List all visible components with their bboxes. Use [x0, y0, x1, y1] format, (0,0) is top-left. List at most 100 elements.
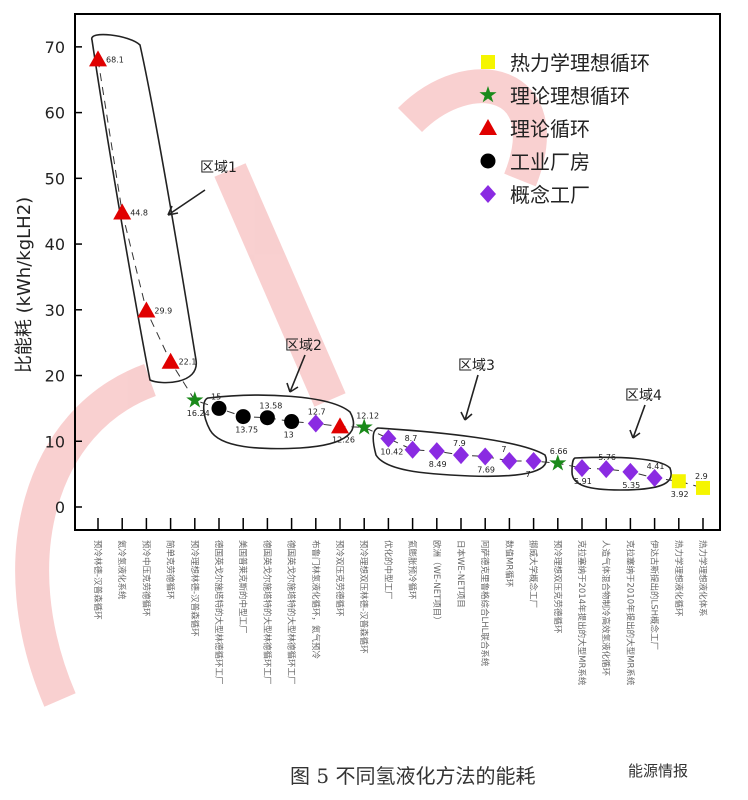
- x-tick-label: 简单克劳德循环: [165, 540, 176, 600]
- data-label: 5.76: [598, 453, 616, 462]
- data-point: [696, 480, 710, 495]
- data-label: 10.42: [380, 448, 403, 457]
- x-tick-label: 预冷理想双压林德-汉普森循环: [358, 540, 369, 654]
- x-tick-label: 布鲁门林氢液化循环，氦气预冷: [310, 540, 321, 660]
- data-label: 44.8: [130, 209, 148, 218]
- data-point: [137, 301, 156, 318]
- logo-text: 能源情报: [628, 762, 689, 780]
- legend-marker: [479, 119, 497, 135]
- data-point: [331, 417, 349, 434]
- y-tick-label: 0: [55, 498, 65, 517]
- x-tick-label: 预冷中压克劳德循环: [140, 540, 151, 617]
- data-point: [501, 451, 518, 470]
- y-tick-label: 20: [45, 367, 65, 386]
- data-point: [404, 440, 421, 459]
- data-point: [574, 459, 590, 478]
- data-point: [671, 474, 686, 489]
- data-point: [89, 50, 107, 67]
- x-tick-label: 阿萨德克里鲁格综合LHL联合系统: [479, 540, 490, 667]
- x-tick-label: 氦膨胀预冷循环: [407, 540, 418, 600]
- data-point: [113, 203, 132, 220]
- region-3-outline: [372, 427, 548, 478]
- series-line: [97, 59, 704, 489]
- region-2-arrow: [286, 354, 306, 393]
- region-1-arrow: [167, 189, 206, 216]
- x-tick-label: 数值MR循环: [503, 540, 514, 588]
- legend-entry: 工业厂房: [510, 150, 590, 174]
- figure-caption: 图 5 不同氢液化方法的能耗: [290, 764, 536, 788]
- region-1-label: 区域1: [200, 160, 237, 176]
- x-tick-label: 克拉塞纳于2014年提出的大型MR系统: [576, 540, 587, 686]
- data-label: 68.1: [106, 55, 124, 64]
- watermark: [15, 69, 547, 707]
- data-point: [259, 410, 275, 426]
- data-label: 7.69: [477, 465, 495, 474]
- data-label: 7: [526, 470, 531, 479]
- data-label: 8.7: [405, 434, 418, 443]
- data-point: [453, 446, 469, 465]
- legend-marker: [480, 185, 496, 203]
- x-tick-label: 伊达古斯提出的LSH概念工厂: [649, 540, 660, 650]
- data-point: [646, 469, 663, 488]
- data-label: 12.12: [356, 411, 379, 420]
- x-tick-label: 德国英戈尔施塔特的大型林德循环工厂: [286, 540, 297, 685]
- data-label: 13.75: [235, 426, 258, 435]
- region-3-arrow: [460, 374, 479, 421]
- x-tick-label: 热力学理想液化循环: [673, 540, 684, 617]
- x-tick-label: 氦冷氢液化系统: [116, 540, 127, 600]
- data-label: 5.35: [622, 481, 640, 490]
- x-tick-label: 美国普莱克斯的中型工厂: [237, 540, 248, 634]
- x-tick-label: 日本WE-NET项目: [455, 540, 466, 608]
- region-4-label: 区域4: [625, 388, 662, 404]
- data-label: 8.49: [429, 460, 447, 469]
- data-point: [186, 391, 204, 408]
- data-label: 3.92: [671, 490, 689, 499]
- data-point: [211, 400, 227, 416]
- data-point: [549, 454, 567, 471]
- data-point: [598, 460, 615, 479]
- x-tick-label: 预冷理想双压克劳德循环: [552, 540, 563, 634]
- legend-entry: 理论循环: [510, 117, 590, 141]
- data-point: [284, 414, 300, 430]
- data-point: [622, 462, 639, 481]
- x-tick-label: 德国英戈尔施塔特的大型林德循环工厂: [213, 540, 224, 685]
- data-label: 4.41: [647, 462, 665, 471]
- region-4-arrow: [629, 404, 646, 439]
- region-2-outline: [202, 394, 355, 450]
- y-axis-label: 比能耗 (kWh/kgLH2): [14, 197, 35, 373]
- data-label: 22.1: [179, 358, 197, 367]
- data-label: 6.66: [550, 447, 568, 456]
- data-point: [428, 442, 445, 461]
- x-tick-label: 克拉塞纳于2010年提出的大型MR系统: [624, 540, 635, 686]
- x-tick-label: 人造气体混合物制冷高效氢液化循环: [600, 540, 611, 677]
- legend-marker: [481, 55, 495, 69]
- y-tick-label: 40: [45, 235, 65, 254]
- x-tick-label: 德国英戈尔施塔特的大型林德循环工厂: [261, 540, 272, 685]
- data-point: [355, 418, 373, 435]
- y-tick-label: 30: [45, 301, 65, 320]
- x-tick-label: 预冷理想林德-汉普森循环: [189, 540, 200, 637]
- data-label: 29.9: [154, 306, 172, 315]
- data-label: 13: [284, 431, 294, 440]
- x-tick-label: 挪威大学概念工厂: [528, 540, 539, 608]
- legend-marker: [480, 153, 496, 169]
- data-label: 5.91: [574, 477, 592, 486]
- data-label: 2.9: [695, 472, 708, 481]
- data-point: [525, 451, 542, 470]
- region-1-outline: [91, 33, 197, 384]
- legend-entry: 热力学理想循环: [510, 51, 650, 75]
- x-tick-label: 预冷林德-汉普森循环: [92, 540, 103, 620]
- y-tick-label: 70: [45, 38, 65, 57]
- data-label: 12.26: [332, 435, 355, 444]
- data-label: 15: [211, 392, 221, 401]
- legend-entry: 概念工厂: [510, 183, 590, 207]
- legend-entry: 理论理想循环: [510, 84, 630, 108]
- data-label: 7.9: [453, 439, 466, 448]
- y-tick-label: 10: [45, 432, 65, 451]
- data-label: 16.24: [187, 409, 210, 418]
- data-label: 13.58: [259, 402, 282, 411]
- data-label: 7: [501, 445, 506, 454]
- y-tick-label: 50: [45, 169, 65, 188]
- data-point: [235, 409, 251, 425]
- x-tick-label: 预冷双压克劳德循环: [334, 540, 345, 617]
